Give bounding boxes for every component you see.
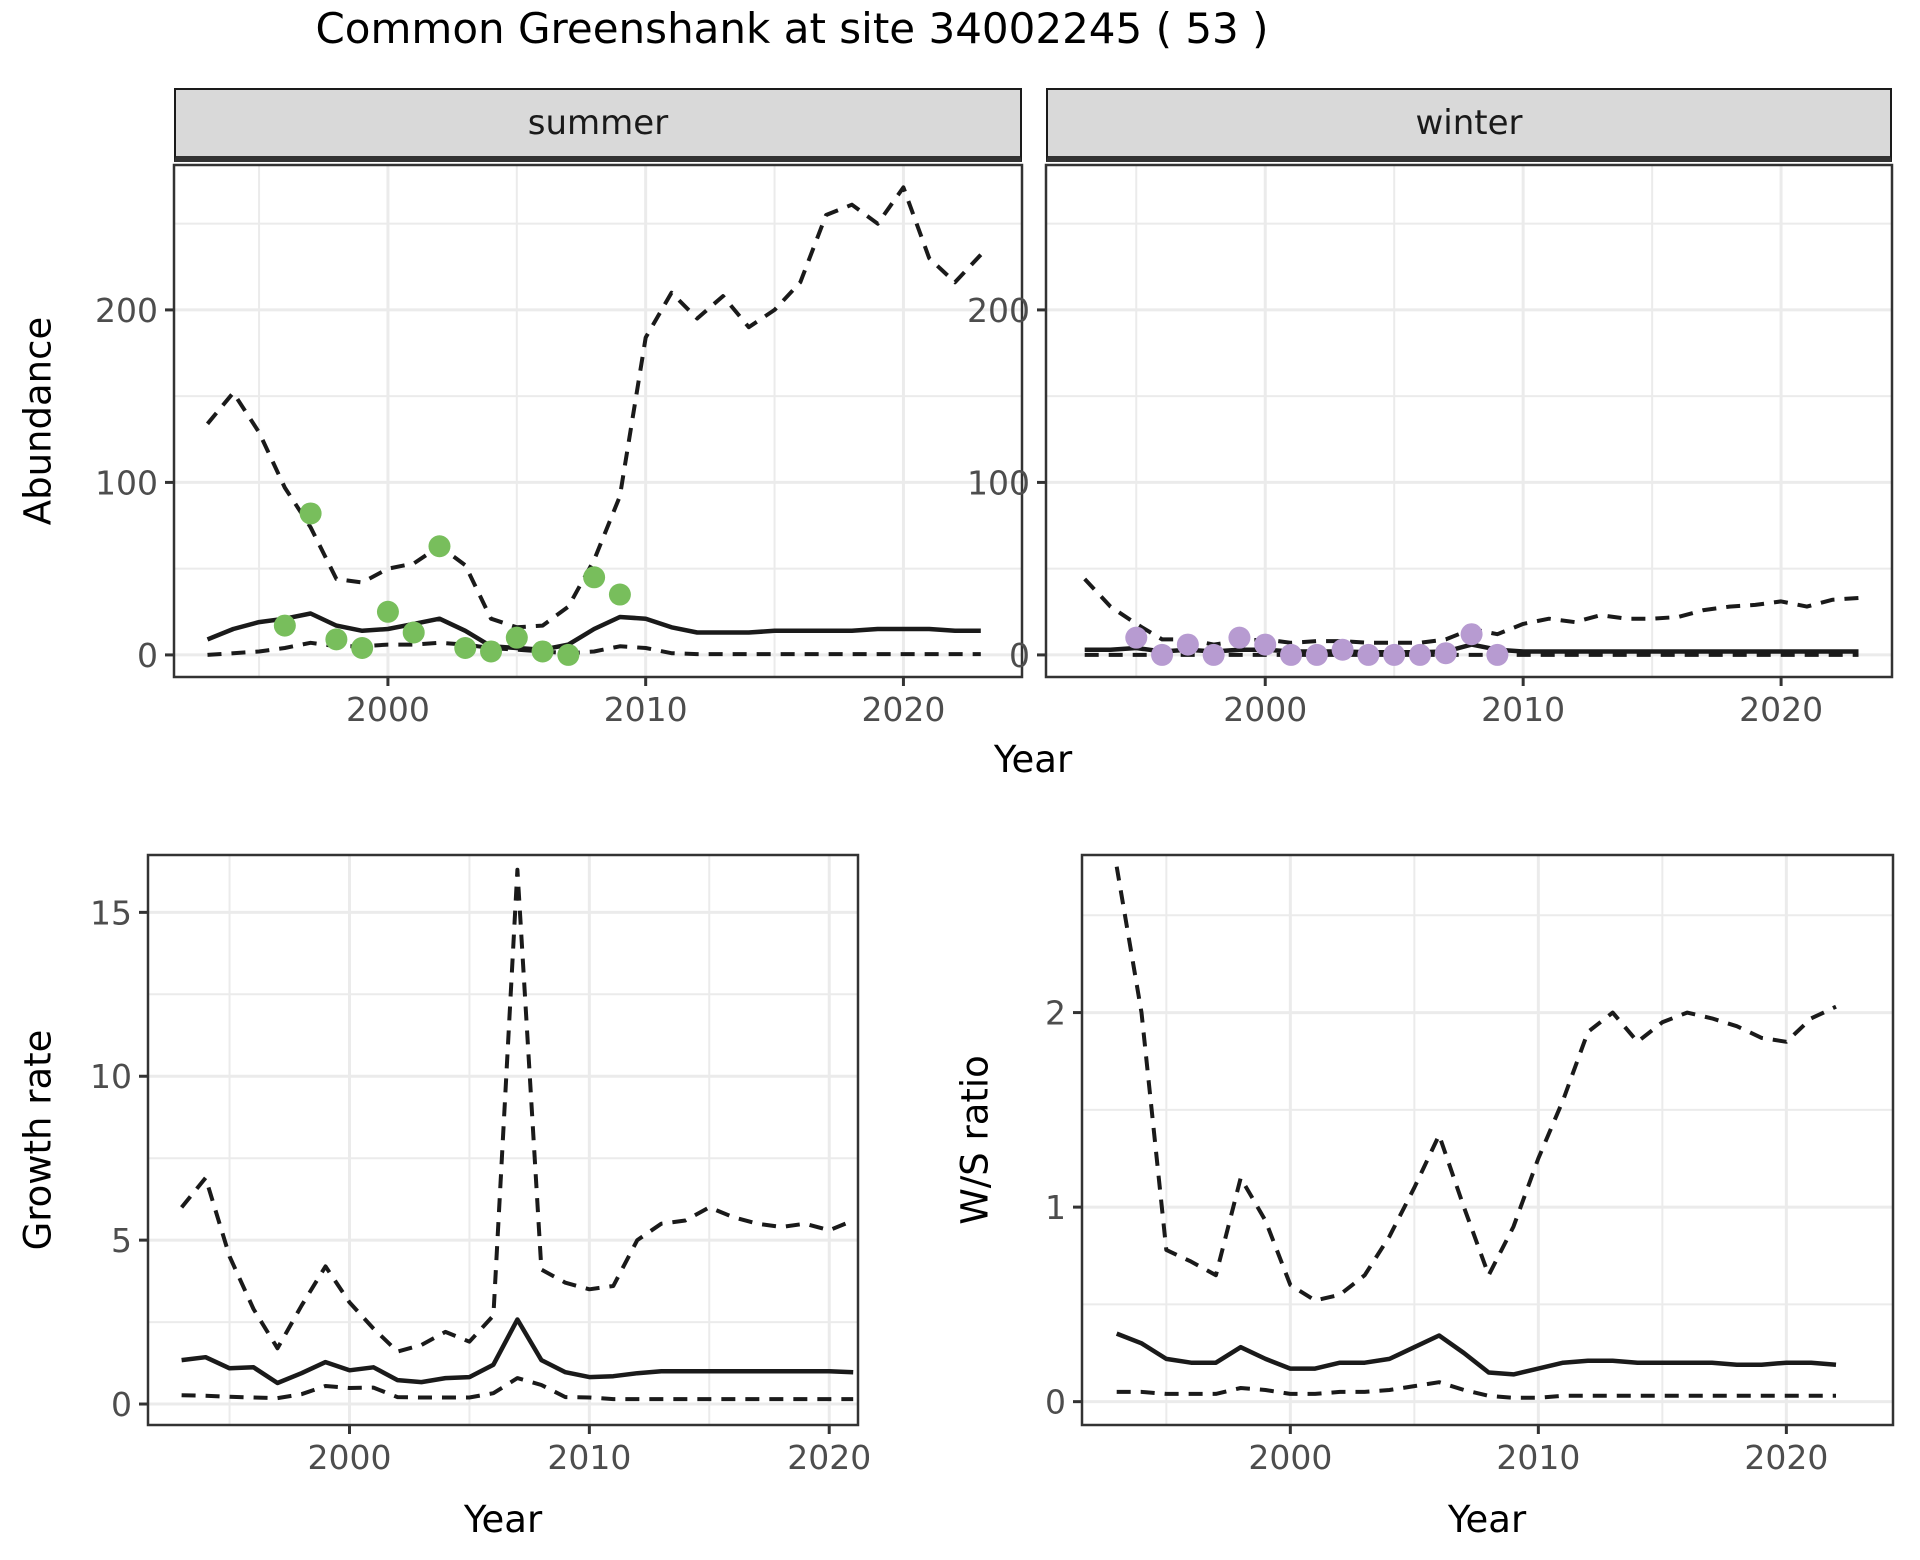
data-point-winter (1434, 642, 1457, 665)
series-median (206, 611, 981, 652)
data-point-summer (608, 583, 631, 606)
panel-growth: 2000 2010 2020 0 5 10 15 (90, 853, 871, 1477)
data-point-winter (1408, 643, 1431, 666)
data-point-summer (480, 640, 503, 663)
data-point-winter (1254, 633, 1277, 656)
x-tick-label: 2010 (1496, 1438, 1580, 1477)
x-tick-label: 2000 (1248, 1438, 1332, 1477)
x-tick-label: 2020 (1739, 690, 1823, 729)
series-lower_ci (181, 1376, 854, 1402)
data-point-winter (1383, 643, 1406, 666)
x-axis-title-bottom-right: Year (1447, 1498, 1527, 1541)
x-tick-label: 2010 (547, 1438, 631, 1477)
data-point-summer (325, 628, 348, 651)
panel-background (1082, 855, 1893, 1425)
data-point-winter (1202, 643, 1225, 666)
x-tick-label: 2020 (861, 690, 945, 729)
x-tick-label: 2010 (604, 690, 688, 729)
y-tick-label: 15 (90, 893, 132, 932)
data-point-winter (1305, 643, 1328, 666)
facet-label-summer: summer (527, 103, 669, 143)
y-axis-title-abundance: Abundance (16, 316, 60, 526)
x-tick-label: 2000 (307, 1438, 391, 1477)
data-point-summer (531, 640, 554, 663)
data-point-winter (1331, 638, 1354, 661)
x-tick-label: 2000 (346, 690, 430, 729)
y-tick-label: 10 (90, 1057, 132, 1096)
panel-border (1044, 163, 1894, 679)
y-tick-label: 0 (137, 636, 158, 675)
y-tick-label: 200 (95, 291, 158, 330)
series-lower_ci (1116, 1380, 1836, 1400)
data-point-winter (1460, 623, 1483, 646)
y-axis-title-growth: Growth rate (16, 1029, 60, 1251)
x-tick-label: 2020 (787, 1438, 871, 1477)
data-point-summer (402, 621, 425, 644)
facet-strip-winter: winter (1046, 88, 1892, 162)
x-axis-title-top: Year (993, 738, 1073, 781)
panel-ws: 2000 2010 2020 0 1 2 (1045, 853, 1895, 1477)
data-point-winter (1486, 643, 1509, 666)
data-point-summer (351, 637, 374, 660)
x-tick-label: 2000 (1223, 690, 1307, 729)
y-tick-label: 200 (967, 291, 1030, 330)
data-point-winter (1151, 643, 1174, 666)
x-tick-label: 2010 (1481, 690, 1565, 729)
data-point-winter (1280, 643, 1303, 666)
data-point-summer (583, 566, 606, 589)
panel-summer: 2000 2010 2020 0 100 200 (95, 163, 1024, 729)
y-tick-label: 2 (1045, 994, 1066, 1033)
data-point-summer (376, 600, 399, 623)
x-tick-label: 2020 (1744, 1438, 1828, 1477)
data-point-winter (1176, 633, 1199, 656)
panel-border (1080, 853, 1895, 1427)
series-median (181, 1317, 854, 1386)
facet-label-winter: winter (1415, 103, 1523, 143)
data-point-summer (557, 643, 580, 666)
series-upper_ci (205, 185, 983, 630)
panel-background (174, 165, 1022, 677)
x-axis-title-bottom-left: Year (463, 1498, 543, 1541)
y-tick-label: 100 (95, 463, 158, 502)
data-point-winter (1357, 643, 1380, 666)
panel-border (172, 163, 1024, 679)
series-upper_ci (180, 867, 854, 1354)
y-tick-label: 100 (967, 463, 1030, 502)
series-upper_ci (1114, 866, 1837, 1303)
data-point-winter (1125, 626, 1148, 649)
data-point-summer (273, 614, 296, 637)
data-point-summer (454, 637, 477, 660)
facet-strip-summer: summer (174, 88, 1022, 162)
panel-background (1046, 165, 1892, 677)
data-point-winter (1228, 626, 1251, 649)
data-point-summer (299, 502, 322, 525)
y-tick-label: 0 (1009, 636, 1030, 675)
data-point-summer (428, 535, 451, 558)
page-title: Common Greenshank at site 34002245 ( 53 … (315, 4, 1269, 53)
panel-winter: 2000 2010 2020 0 100 200 (967, 163, 1894, 729)
series-median (1115, 1331, 1837, 1377)
data-point-summer (505, 626, 528, 649)
panel-border (146, 853, 860, 1427)
y-tick-label: 1 (1045, 1188, 1066, 1227)
y-tick-label: 0 (111, 1385, 132, 1424)
y-tick-label: 5 (111, 1221, 132, 1260)
y-axis-title-ws: W/S ratio (953, 1055, 997, 1225)
y-tick-label: 0 (1045, 1383, 1066, 1422)
